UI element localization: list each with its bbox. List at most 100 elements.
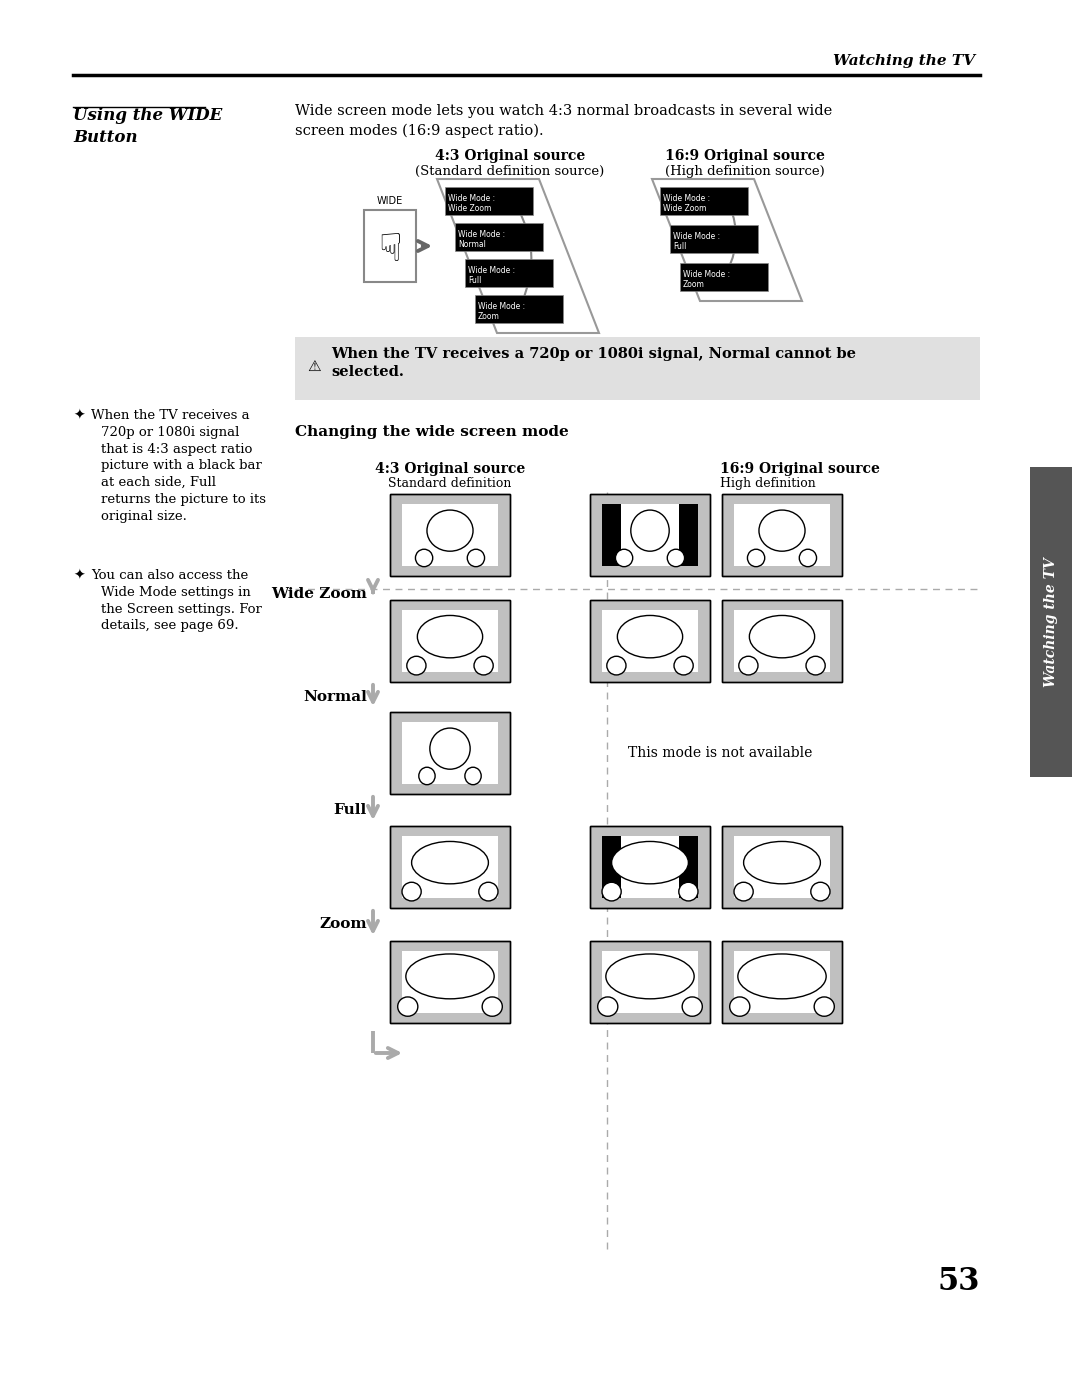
Ellipse shape	[606, 954, 694, 999]
Bar	[590, 495, 710, 576]
Bar	[723, 826, 842, 908]
Bar	[590, 942, 710, 1023]
Bar	[602, 835, 621, 898]
Bar	[734, 835, 831, 898]
Ellipse shape	[478, 883, 498, 901]
Ellipse shape	[730, 997, 750, 1016]
Text: (Standard definition source): (Standard definition source)	[416, 165, 605, 177]
Text: Watching the TV: Watching the TV	[833, 54, 975, 68]
Text: 720p or 1080i signal: 720p or 1080i signal	[102, 426, 240, 439]
Bar	[590, 599, 710, 682]
Bar	[723, 495, 842, 576]
Text: Wide Mode :: Wide Mode :	[663, 194, 711, 203]
Text: Wide Mode :: Wide Mode :	[468, 265, 515, 275]
Text: When the TV receives a: When the TV receives a	[91, 409, 249, 422]
Text: Normal: Normal	[303, 690, 367, 704]
Ellipse shape	[750, 616, 814, 658]
Ellipse shape	[739, 657, 758, 675]
Bar	[670, 225, 758, 253]
Bar	[621, 504, 679, 566]
Bar	[455, 224, 543, 251]
Text: Zoom: Zoom	[320, 918, 367, 932]
Text: original size.: original size.	[102, 510, 187, 522]
Bar	[680, 263, 768, 291]
Text: Watching the TV: Watching the TV	[1044, 557, 1058, 687]
Text: Standard definition: Standard definition	[389, 476, 512, 490]
Text: ☟: ☟	[378, 231, 402, 270]
Bar	[621, 835, 679, 898]
Text: Zoom: Zoom	[683, 279, 705, 289]
Ellipse shape	[814, 997, 835, 1016]
Text: This mode is not available: This mode is not available	[627, 746, 812, 760]
Bar	[364, 210, 416, 282]
Ellipse shape	[468, 549, 485, 567]
Text: (High definition source): (High definition source)	[665, 165, 825, 177]
Ellipse shape	[474, 657, 494, 675]
Text: 16:9 Original source: 16:9 Original source	[665, 149, 825, 163]
Bar	[734, 504, 831, 566]
Bar	[390, 495, 510, 576]
Bar	[390, 826, 510, 908]
Text: Wide Zoom: Wide Zoom	[271, 588, 367, 602]
Text: Zoom: Zoom	[478, 312, 500, 321]
Text: details, see page 69.: details, see page 69.	[102, 619, 239, 633]
Bar	[734, 610, 831, 672]
Text: Wide Mode :: Wide Mode :	[458, 231, 505, 239]
Bar	[402, 951, 498, 1013]
Bar	[390, 826, 510, 908]
Ellipse shape	[397, 997, 418, 1016]
Text: High definition: High definition	[720, 476, 815, 490]
Bar	[660, 187, 748, 215]
Ellipse shape	[419, 767, 435, 785]
Bar	[734, 951, 831, 1013]
Ellipse shape	[464, 767, 482, 785]
Bar	[602, 610, 698, 672]
Ellipse shape	[744, 841, 821, 884]
Bar	[390, 942, 510, 1023]
Text: When the TV receives a 720p or 1080i signal, Normal cannot be: When the TV receives a 720p or 1080i sig…	[330, 346, 856, 360]
Text: 4:3 Original source: 4:3 Original source	[435, 149, 585, 163]
Bar	[590, 826, 710, 908]
Text: WIDE: WIDE	[377, 196, 403, 205]
Text: Full: Full	[334, 803, 367, 817]
Bar	[402, 722, 498, 784]
Ellipse shape	[427, 510, 473, 552]
Ellipse shape	[482, 997, 502, 1016]
Ellipse shape	[674, 657, 693, 675]
Ellipse shape	[430, 728, 470, 770]
Bar	[723, 599, 842, 682]
Text: at each side, Full: at each side, Full	[102, 476, 216, 489]
Text: Wide Mode :: Wide Mode :	[448, 194, 495, 203]
Ellipse shape	[747, 549, 765, 567]
Text: Wide Mode :: Wide Mode :	[683, 270, 730, 279]
Text: Changing the wide screen mode: Changing the wide screen mode	[295, 425, 569, 439]
Ellipse shape	[631, 510, 670, 552]
Text: Wide Zoom: Wide Zoom	[663, 204, 706, 212]
Text: 53: 53	[937, 1266, 980, 1296]
Bar	[390, 712, 510, 793]
Text: Wide Zoom: Wide Zoom	[448, 204, 491, 212]
Text: 4:3 Original source: 4:3 Original source	[375, 462, 525, 476]
Ellipse shape	[618, 616, 683, 658]
Ellipse shape	[759, 510, 805, 552]
Ellipse shape	[417, 616, 483, 658]
Text: Using the WIDE
Button: Using the WIDE Button	[73, 108, 222, 147]
Ellipse shape	[407, 657, 426, 675]
Bar	[402, 504, 498, 566]
Bar	[295, 337, 980, 400]
Bar	[723, 495, 842, 576]
Ellipse shape	[406, 954, 495, 999]
Ellipse shape	[811, 883, 831, 901]
Bar	[602, 504, 621, 566]
Text: that is 4:3 aspect ratio: that is 4:3 aspect ratio	[102, 443, 253, 455]
Bar	[402, 610, 498, 672]
Text: Wide Mode :: Wide Mode :	[478, 302, 525, 312]
Bar	[445, 187, 534, 215]
Text: Wide Mode :: Wide Mode :	[673, 232, 720, 242]
Text: Full: Full	[468, 277, 482, 285]
Bar	[390, 599, 510, 682]
Bar	[590, 495, 710, 576]
Bar	[390, 599, 510, 682]
Text: picture with a black bar: picture with a black bar	[102, 460, 261, 472]
Bar	[590, 826, 710, 908]
